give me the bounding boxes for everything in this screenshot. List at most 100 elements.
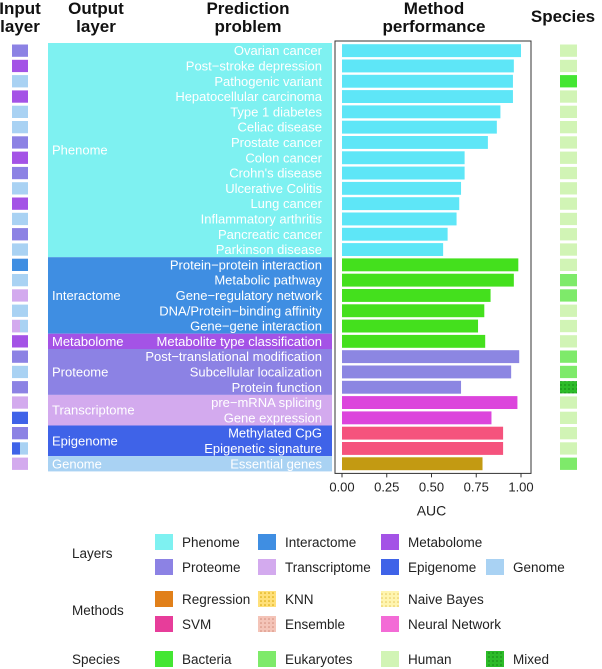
species-cell <box>560 304 577 317</box>
legend-item-label: Ensemble <box>285 617 345 632</box>
bar <box>342 212 457 226</box>
species-cell <box>560 457 577 470</box>
header-output-layer-1: Output <box>68 0 124 18</box>
problem-label: Post−stroke depression <box>186 58 322 73</box>
bar <box>342 151 465 165</box>
species-cell <box>560 75 577 88</box>
problem-label: Gene−regulatory network <box>176 288 323 303</box>
problem-label: Metabolite type classification <box>157 334 322 349</box>
legend-item-label: Regression <box>182 592 250 607</box>
problem-label: Lung cancer <box>250 196 322 211</box>
header-output-layer-2: layer <box>76 17 116 36</box>
species-cell <box>560 289 577 302</box>
legend-item-label: SVM <box>182 617 211 632</box>
performance-bars <box>334 40 532 474</box>
x-tick-label: 0.75 <box>464 479 489 494</box>
input-cell <box>12 319 20 333</box>
species-cell <box>560 197 577 210</box>
group-band-proteome <box>48 349 332 395</box>
problem-label: Pathogenic variant <box>214 74 322 89</box>
bar <box>342 181 462 195</box>
species-column <box>560 44 577 470</box>
species-cell <box>560 335 577 348</box>
header-species: Species <box>531 7 595 26</box>
species-cell <box>560 319 577 333</box>
legend: Layers Phenome Interactome Metabolome Proteo… <box>72 534 565 667</box>
bar <box>342 44 521 58</box>
legend-swatch <box>381 616 399 632</box>
bar <box>342 319 479 333</box>
input-cell <box>12 365 28 379</box>
group-band-interactome <box>48 257 332 334</box>
legend-item-label: Interactome <box>285 535 356 550</box>
problem-label: Metabolic pathway <box>214 273 322 288</box>
legend-swatch <box>258 591 276 607</box>
input-cell <box>12 427 28 440</box>
header-input-layer-1: Input <box>0 0 41 18</box>
species-cell <box>560 427 577 440</box>
input-cell <box>12 381 28 394</box>
legend-swatch <box>486 559 504 575</box>
group-band-transcriptome <box>48 394 332 426</box>
legend-item-label: KNN <box>285 592 314 607</box>
input-cell <box>12 396 28 409</box>
species-cell <box>560 442 577 455</box>
group-band-genome <box>48 456 332 472</box>
problem-label: Essential genes <box>230 456 322 471</box>
input-cell <box>12 411 28 424</box>
x-tick-label: 0.25 <box>374 479 399 494</box>
legend-item-label: Epigenome <box>408 560 476 575</box>
header-method-1: Method <box>404 0 464 18</box>
species-cell <box>560 136 577 149</box>
group-label: Metabolome <box>52 334 124 349</box>
input-cell <box>12 44 28 57</box>
legend-swatch <box>486 651 504 667</box>
species-cell <box>560 166 577 180</box>
bar <box>342 243 444 256</box>
problem-label: Ovarian cancer <box>234 43 323 58</box>
header-prediction-2: problem <box>214 17 281 36</box>
species-cell <box>560 365 577 379</box>
legend-swatch <box>258 616 276 632</box>
header-method-2: performance <box>383 17 486 36</box>
legend-item-label: Proteome <box>182 560 241 575</box>
bar <box>342 411 492 425</box>
header-prediction-1: Prediction <box>206 0 289 18</box>
input-cell <box>12 243 28 256</box>
input-cell <box>12 197 28 210</box>
problem-label: Colon cancer <box>245 150 322 165</box>
species-cell <box>560 121 577 134</box>
bar <box>342 365 512 379</box>
input-cell <box>12 442 20 455</box>
input-cell <box>12 304 28 317</box>
problem-label: DNA/Protein−binding affinity <box>159 303 322 318</box>
problem-label: Post−translational modification <box>145 349 322 364</box>
input-cell <box>12 166 28 180</box>
problem-label: Inflammatory arthritis <box>201 211 323 226</box>
bar <box>342 227 448 241</box>
bar <box>342 396 518 409</box>
problem-label: Prostate cancer <box>231 135 323 150</box>
legend-swatch <box>155 651 173 667</box>
species-cell <box>560 258 577 271</box>
bar <box>342 426 504 440</box>
group-label: Epigenome <box>52 433 118 448</box>
legend-swatch <box>381 534 399 550</box>
x-tick-label: 1.00 <box>508 479 533 494</box>
input-cell <box>12 274 28 287</box>
species-cell <box>560 44 577 57</box>
legend-swatch <box>258 534 276 550</box>
bar <box>342 457 483 471</box>
species-cell <box>560 151 577 164</box>
problem-label: Epigenetic signature <box>204 441 322 456</box>
input-cell <box>12 121 28 134</box>
bar <box>342 90 513 103</box>
bar <box>342 120 497 134</box>
bar <box>342 273 514 287</box>
problem-label: Pancreatic cancer <box>218 227 323 242</box>
legend-swatch <box>155 616 173 632</box>
legend-item-label: Mixed <box>513 652 549 667</box>
bar <box>342 304 485 318</box>
legend-title: Species <box>72 652 120 667</box>
